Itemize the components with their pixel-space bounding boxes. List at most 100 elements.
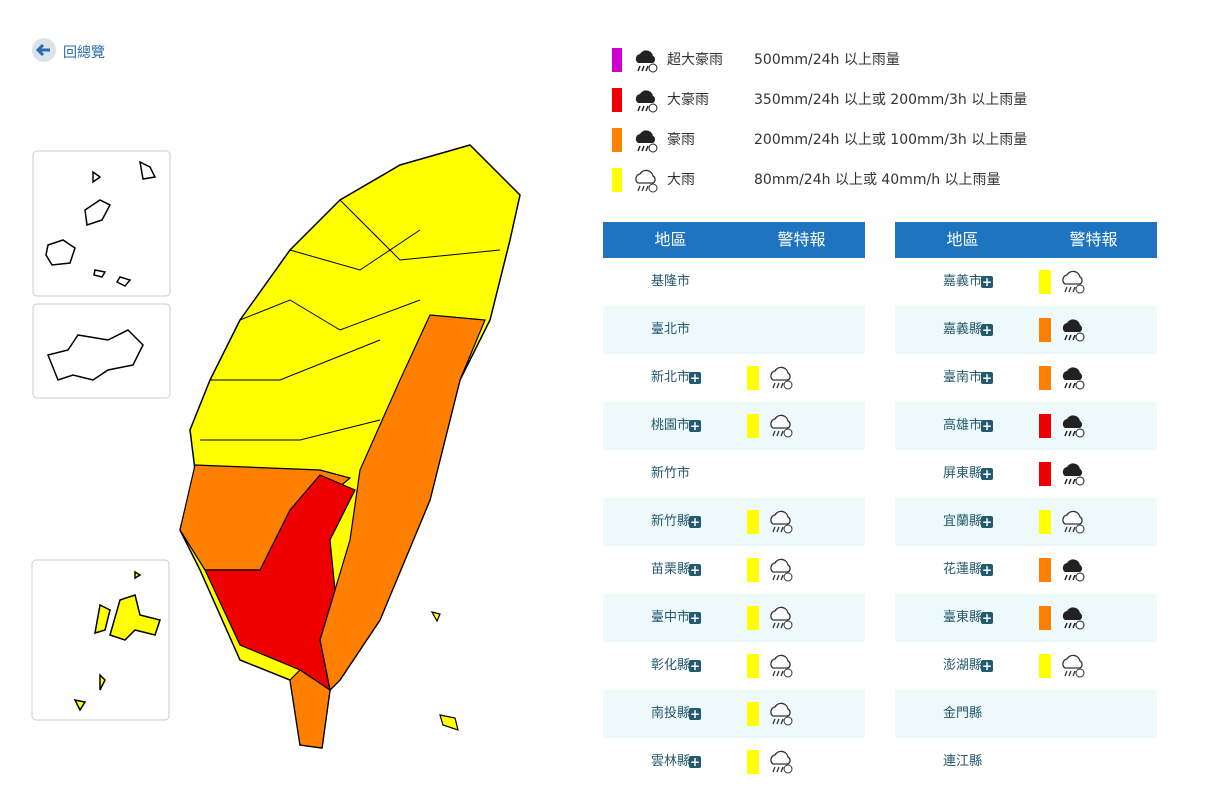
rain-icon — [632, 127, 658, 153]
expand-button[interactable]: + — [981, 467, 993, 481]
region-name: 澎湖縣 — [942, 658, 982, 673]
region-name: 臺中市 — [650, 610, 690, 625]
region-name: 新竹市 — [650, 466, 690, 481]
legend-criteria: 500mm/24h 以上雨量 — [754, 52, 900, 68]
legend-criteria: 350mm/24h 以上或 200mm/3h 以上雨量 — [754, 92, 1028, 108]
offshore-islands — [430, 611, 459, 731]
legend-swatch — [612, 48, 622, 72]
expand-button[interactable]: + — [689, 371, 701, 385]
region-name: 金門縣 — [942, 706, 982, 721]
header-cell: 地區 — [946, 230, 979, 249]
table-row — [603, 690, 865, 738]
county-borders — [200, 199, 501, 441]
legend-level: 豪雨 — [667, 132, 695, 148]
table-row — [603, 498, 865, 546]
table-row — [895, 258, 1157, 306]
warning-swatch — [747, 414, 759, 438]
table-header — [603, 222, 865, 258]
region-name: 高雄市 — [942, 418, 982, 433]
expand-button[interactable]: + — [689, 563, 701, 577]
table-row — [895, 690, 1157, 738]
table-row — [603, 642, 865, 690]
expand-button[interactable]: + — [981, 515, 993, 529]
table-row — [895, 306, 1157, 354]
warning-swatch — [1039, 558, 1051, 582]
table-row — [895, 594, 1157, 642]
warning-swatch — [1039, 462, 1051, 486]
warning-swatch — [1039, 606, 1051, 630]
expand-button[interactable]: + — [689, 707, 701, 721]
rain-icon — [632, 87, 658, 113]
region-name: 彰化縣 — [650, 658, 690, 673]
region-name: 南投縣 — [650, 706, 690, 721]
rain-icon — [767, 508, 793, 534]
legend-criteria: 200mm/24h 以上或 100mm/3h 以上雨量 — [754, 132, 1028, 148]
warning-swatch — [747, 654, 759, 678]
warning-swatch — [1039, 414, 1051, 438]
region-name: 新北市 — [650, 370, 690, 385]
legend-level: 超大豪雨 — [667, 52, 723, 68]
expand-button[interactable]: + — [689, 515, 701, 529]
inset-box — [31, 559, 170, 721]
rain-icon — [1059, 316, 1085, 342]
expand-button[interactable]: + — [689, 755, 701, 769]
map — [31, 38, 521, 749]
back-arrow — [35, 43, 50, 57]
warning-swatch — [1039, 510, 1051, 534]
rain-icon — [767, 604, 793, 630]
region-name: 嘉義市 — [942, 274, 982, 289]
region-name: 雲林縣 — [650, 754, 690, 769]
warning-swatch — [1039, 318, 1051, 342]
table-row — [603, 594, 865, 642]
legend-swatch — [612, 128, 622, 152]
warning-swatch — [747, 558, 759, 582]
warning-swatch — [747, 606, 759, 630]
region-name: 臺南市 — [942, 370, 982, 385]
region-name: 基隆市 — [650, 274, 690, 289]
expand-button[interactable]: + — [981, 275, 993, 289]
expand-button[interactable]: + — [981, 659, 993, 673]
expand-button[interactable]: + — [689, 611, 701, 625]
rain-icon — [767, 556, 793, 582]
expand-button[interactable]: + — [981, 419, 993, 433]
rain-icon — [1059, 556, 1085, 582]
region-name: 花蓮縣 — [942, 562, 982, 577]
table-row — [603, 354, 865, 402]
warning-swatch — [747, 510, 759, 534]
rain-icon — [632, 47, 658, 73]
expand-button[interactable]: + — [981, 371, 993, 385]
header-cell: 警特報 — [1069, 230, 1118, 249]
region-orange — [289, 669, 331, 749]
region-orange — [319, 314, 486, 692]
table-header — [895, 222, 1157, 258]
table-row — [603, 402, 865, 450]
rain-icon — [1059, 508, 1085, 534]
warning-swatch — [1039, 654, 1051, 678]
legend-level: 大雨 — [667, 172, 695, 188]
warning-swatch — [747, 366, 759, 390]
expand-button[interactable]: + — [981, 563, 993, 577]
rain-icon — [767, 700, 793, 726]
rain-icon — [632, 167, 658, 193]
region-name: 臺北市 — [650, 322, 690, 337]
rain-icon — [1059, 412, 1085, 438]
expand-button[interactable]: + — [689, 419, 701, 433]
region-name: 桃園市 — [650, 418, 690, 433]
rain-icon — [767, 748, 793, 774]
expand-button[interactable]: + — [689, 659, 701, 673]
rain-icon — [767, 364, 793, 390]
table-row — [895, 642, 1157, 690]
expand-button[interactable]: + — [981, 611, 993, 625]
back-link[interactable]: 回總覽 — [63, 45, 105, 61]
rain-icon — [1059, 604, 1085, 630]
region-name: 苗栗縣 — [650, 562, 690, 577]
table-row — [603, 738, 865, 786]
kinmen-islands — [46, 329, 144, 381]
rain-icon — [1059, 460, 1085, 486]
header-cell: 警特報 — [777, 230, 826, 249]
table-row — [895, 354, 1157, 402]
rain-icon — [767, 412, 793, 438]
expand-button[interactable]: + — [981, 323, 993, 337]
warning-swatch — [1039, 270, 1051, 294]
region-name: 宜蘭縣 — [942, 514, 982, 529]
